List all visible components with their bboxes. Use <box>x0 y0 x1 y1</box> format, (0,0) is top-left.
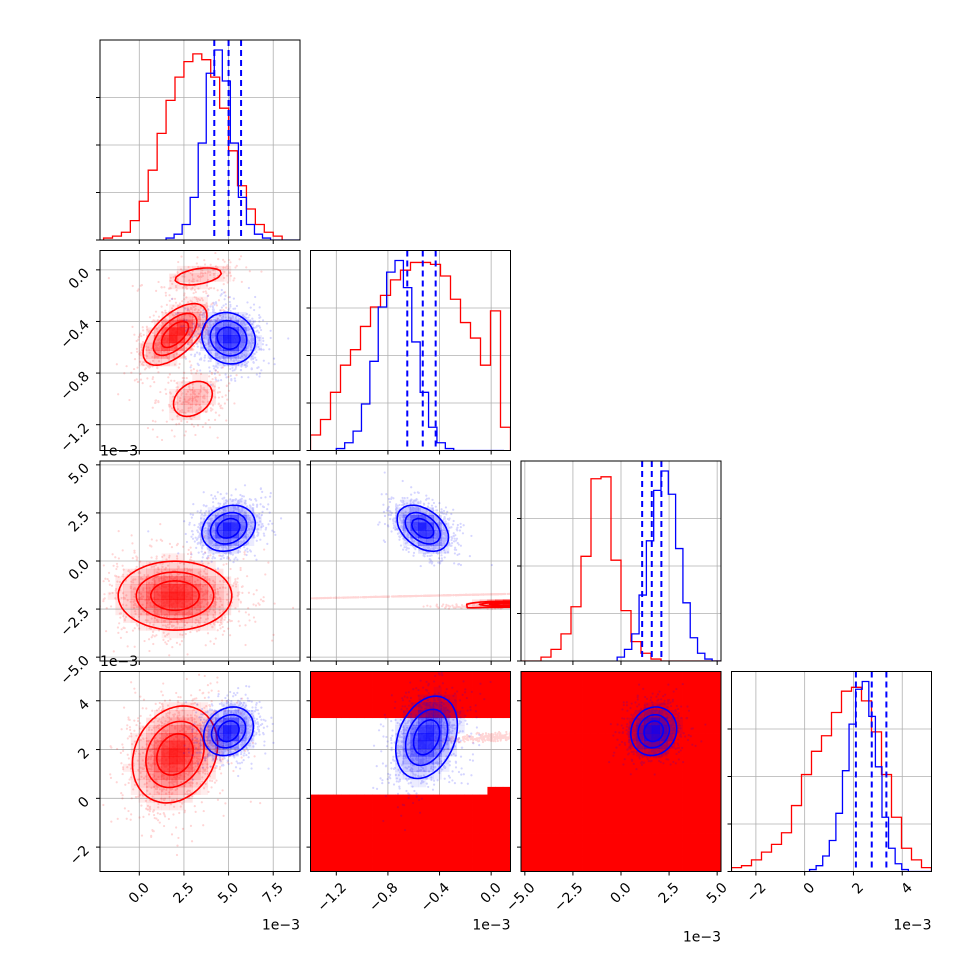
contour-level-0-series-0 <box>465 600 511 609</box>
y-tick-label: 2.5 <box>66 508 93 535</box>
x-tick-label: −2 <box>744 880 770 906</box>
contour-level-1-series-1 <box>404 708 449 767</box>
contour-level-0-series-1 <box>395 695 459 780</box>
x-tick-label: 2.5 <box>170 880 197 907</box>
x-tick-label: 7.5 <box>260 880 287 907</box>
histogram-series-0 <box>310 261 511 451</box>
contour-level-1-series-1 <box>404 511 442 545</box>
contour-level-2-series-0 <box>156 733 194 776</box>
contour-level-0-series-1 <box>630 706 678 757</box>
scatter-panel-2-1 <box>306 460 511 665</box>
histogram-series-0 <box>731 686 932 872</box>
histogram-series-1 <box>335 259 505 451</box>
y-tick-label: −0.4 <box>57 317 92 352</box>
x-offset-label: 1e−3 <box>262 918 300 934</box>
contour-level-2-series-0 <box>488 602 511 607</box>
contour-level-0-series-1 <box>201 311 257 365</box>
histogram-panel-2 <box>517 460 722 665</box>
contour-level-1-series-1 <box>209 511 248 545</box>
y-tick-label: 5.0 <box>66 460 93 487</box>
y-tick-label: 0.0 <box>66 265 93 292</box>
histogram-panel-0 <box>96 39 301 244</box>
x-tick-label: 5.0 <box>215 880 242 907</box>
contour-level-1-series-0 <box>145 720 205 789</box>
y-offset-label: 1e−3 <box>100 654 138 670</box>
scatter-points-series-0 <box>418 730 511 744</box>
panel-frame <box>310 671 511 872</box>
panel-frame <box>310 250 511 451</box>
y-tick-label: 0.0 <box>66 557 93 584</box>
contour-level-2-series-0 <box>160 320 190 349</box>
y-tick-label: −5.0 <box>57 653 92 688</box>
density-shading-series-1 <box>395 686 465 788</box>
x-tick-label: 0.0 <box>126 880 153 907</box>
contour-level-0-series-1 <box>202 706 255 757</box>
contour-level-2-series-1 <box>643 720 665 743</box>
x-tick-label: −0.8 <box>366 880 401 915</box>
contour-level-0-series-0 <box>142 267 223 418</box>
contour-level-0-series-0 <box>117 560 233 631</box>
contour-level-0-series-1 <box>396 504 450 553</box>
x-tick-label: 2 <box>849 880 867 898</box>
contour-level-2-series-0 <box>150 580 200 612</box>
contour-level-2-series-1 <box>216 517 241 539</box>
density-shading-series-0 <box>310 671 511 872</box>
x-tick-label: 2.5 <box>656 880 683 907</box>
contour-level-2-series-1 <box>411 517 435 539</box>
x-offset-label: 1e−3 <box>893 918 931 934</box>
histogram-series-1 <box>808 680 932 872</box>
contour-level-0-series-1 <box>201 504 257 553</box>
y-tick-label: 0 <box>75 794 93 812</box>
histogram-series-1 <box>616 470 721 661</box>
panel-frame <box>99 250 301 451</box>
x-tick-label: 0.0 <box>478 880 505 907</box>
density-shading-series-0 <box>521 671 721 872</box>
scatter-panel-3-2: −5.0 −2.5 0.0 2.5 5.0 1e−3 <box>503 671 731 946</box>
contour-level-2-series-1 <box>412 719 441 756</box>
y-offset-label: 1e−3 <box>100 444 138 460</box>
x-tick-label: 0.0 <box>608 880 635 907</box>
x-tick-label: 4 <box>898 880 916 898</box>
y-tick-label: −0.8 <box>57 369 92 404</box>
contour-level-1-series-0 <box>135 571 215 620</box>
density-shading-series-1 <box>200 312 262 367</box>
panel-frame <box>99 671 301 872</box>
scatter-panel-2-0: −5.0 −2.5 0.0 2.5 5.0 1e−3 <box>57 460 301 688</box>
scatter-panel-3-0: 0.0 2.5 5.0 7.5 1e−3 −2 0 2 4 <box>67 671 301 934</box>
panel-frame <box>99 39 301 241</box>
contour-level-2-series-1 <box>217 720 240 743</box>
contour-level-1-series-1 <box>210 713 247 749</box>
y-tick-label: 4 <box>75 696 93 714</box>
scatter-panel-1-0: −1.2 −0.8 −0.4 0.0 1e−3 <box>57 250 301 460</box>
histogram-series-0 <box>521 476 721 661</box>
panel-frame <box>731 671 932 872</box>
x-tick-label: 5.0 <box>704 880 731 907</box>
histogram-series-0 <box>102 53 283 240</box>
x-tick-label: −2.5 <box>551 880 586 915</box>
y-tick-label: −2 <box>67 843 93 869</box>
contour-level-0-series-0 <box>131 705 219 804</box>
histogram-panel-3: −2 0 2 4 1e−3 <box>727 671 932 934</box>
x-offset-label: 1e−3 <box>472 918 510 934</box>
density-shading-series-1 <box>200 499 262 554</box>
contour-level-1-series-0 <box>478 601 511 608</box>
x-tick-label: −1.2 <box>315 880 350 915</box>
y-tick-label: 2 <box>75 745 93 763</box>
x-tick-label: 0 <box>801 880 819 898</box>
y-tick-label: −1.2 <box>57 420 92 455</box>
x-tick-label: −5.0 <box>503 880 538 915</box>
histogram-panel-1 <box>306 250 511 455</box>
y-tick-label: −2.5 <box>57 605 92 640</box>
histogram-series-1 <box>165 49 300 240</box>
contour-level-1-series-1 <box>209 319 248 357</box>
contour-level-2-series-1 <box>216 326 241 351</box>
contour-level-1-series-1 <box>637 714 671 749</box>
contour-level-1-series-0 <box>152 312 198 357</box>
x-tick-label: −0.4 <box>418 880 453 915</box>
scatter-panel-3-1: −1.2 −0.8 −0.4 0.0 1e−3 <box>306 671 511 934</box>
density-shading-series-0 <box>123 702 224 811</box>
x-offset-label: 1e−3 <box>683 930 721 946</box>
